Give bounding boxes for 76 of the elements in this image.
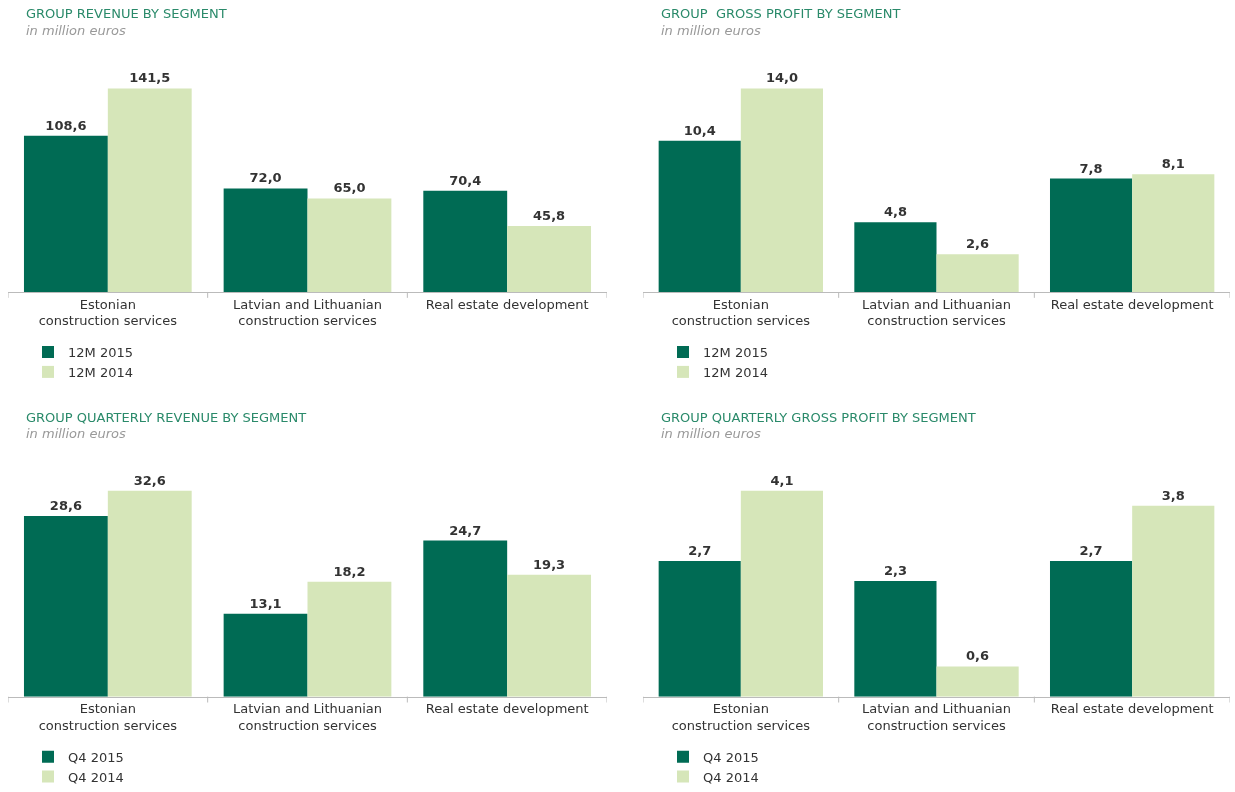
data-label: 4,1 <box>770 472 794 488</box>
bar <box>307 198 392 292</box>
legend-label: Q4 2014 <box>703 769 759 785</box>
bar <box>23 135 108 292</box>
legend-label: 12M 2015 <box>68 345 133 361</box>
data-label: 13,1 <box>249 595 282 611</box>
x-tick-label: Latvian and Lithuanian construction services <box>862 701 1011 734</box>
bar <box>1049 178 1133 292</box>
x-tick-label: Latvian and Lithuanian construction services <box>233 701 382 734</box>
chart-title: GROUP GROSS PROFIT BY SEGMENT <box>661 6 901 21</box>
bar <box>658 140 741 292</box>
chart-title: GROUP QUARTERLY GROSS PROFIT BY SEGMENT <box>661 410 976 425</box>
x-tick-label: Estonian construction services <box>671 701 811 734</box>
data-label: 8,1 <box>1161 156 1185 172</box>
chart-subtitle: in million euros <box>661 426 761 441</box>
bar <box>223 188 308 292</box>
bar <box>1049 560 1133 697</box>
bar <box>507 226 592 292</box>
chart-subtitle: in million euros <box>661 23 761 38</box>
x-tick-label: Estonian construction services <box>38 296 178 329</box>
data-label: 18,2 <box>333 563 366 579</box>
data-label: 28,6 <box>49 497 82 513</box>
chart-subtitle: in million euros <box>26 426 126 441</box>
data-label: 7,8 <box>1079 160 1103 176</box>
data-label: 2,7 <box>1079 542 1103 558</box>
x-tick-label: Real estate development <box>425 701 589 717</box>
legend-label: 12M 2015 <box>703 345 768 361</box>
bar <box>658 560 741 697</box>
chart-subtitle: in million euros <box>26 23 126 38</box>
x-tick-label: Estonian construction services <box>671 296 811 329</box>
data-label: 45,8 <box>533 208 566 224</box>
legend-label: Q4 2015 <box>703 749 759 765</box>
data-label: 65,0 <box>333 180 366 196</box>
x-tick-label: Latvian and Lithuanian construction services <box>862 296 1011 329</box>
x-tick-label: Latvian and Lithuanian construction services <box>233 296 382 329</box>
data-label: 4,8 <box>883 204 907 220</box>
chart-title: GROUP REVENUE BY SEGMENT <box>26 6 227 21</box>
bar <box>1132 505 1215 697</box>
bar <box>507 574 592 697</box>
bar <box>307 581 392 697</box>
data-label: 24,7 <box>449 522 482 538</box>
legend-label: Q4 2014 <box>68 769 124 785</box>
x-tick-label: Estonian construction services <box>38 701 178 734</box>
bar <box>740 490 824 697</box>
bar <box>936 254 1019 292</box>
data-label: 72,0 <box>249 170 282 186</box>
data-label: 2,6 <box>966 236 990 252</box>
bar <box>854 581 937 697</box>
data-label: 10,4 <box>683 122 716 138</box>
x-tick-label: Real estate development <box>1050 701 1214 717</box>
bar <box>1132 174 1215 292</box>
data-label: 14,0 <box>765 70 798 86</box>
bar <box>423 540 508 697</box>
data-label: 70,4 <box>449 172 482 188</box>
data-label: 32,6 <box>133 472 166 488</box>
legend-label: 12M 2014 <box>703 364 768 380</box>
x-tick-label: Real estate development <box>1050 296 1214 312</box>
data-label: 3,8 <box>1161 487 1185 503</box>
chart-title: GROUP QUARTERLY REVENUE BY SEGMENT <box>26 410 307 425</box>
legend-label: Q4 2015 <box>68 749 124 765</box>
data-label: 141,5 <box>129 70 171 86</box>
x-tick-label: Real estate development <box>425 296 589 312</box>
data-label: 2,7 <box>688 542 712 558</box>
bar <box>740 88 824 292</box>
data-label: 0,6 <box>966 648 990 664</box>
bar <box>23 515 108 697</box>
data-label: 19,3 <box>533 556 566 572</box>
data-label: 108,6 <box>45 117 87 133</box>
data-label: 2,3 <box>883 563 907 579</box>
bar <box>423 190 508 292</box>
bar <box>936 666 1019 697</box>
bar <box>223 613 308 697</box>
bar <box>107 490 192 697</box>
bar <box>107 88 192 292</box>
legend-label: 12M 2014 <box>68 364 133 380</box>
bar <box>854 222 937 292</box>
